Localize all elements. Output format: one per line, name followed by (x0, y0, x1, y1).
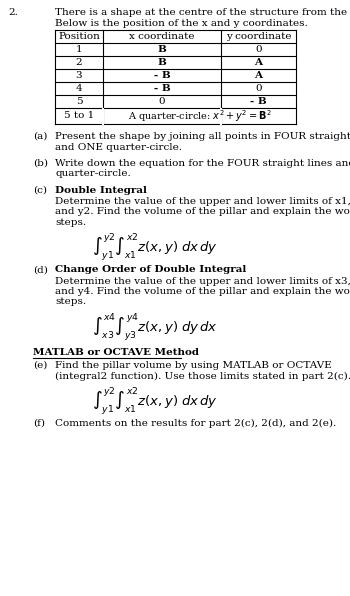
Text: Change Order of Double Integral: Change Order of Double Integral (55, 265, 246, 275)
Text: Double Integral: Double Integral (55, 186, 147, 195)
Text: Write down the equation for the FOUR straight lines and ONE: Write down the equation for the FOUR str… (55, 159, 350, 168)
Text: B: B (158, 45, 167, 54)
Text: Determine the value of the upper and lower limits of x3, x4, y3,: Determine the value of the upper and low… (55, 277, 350, 285)
Text: There is a shape at the centre of the structure from the floor to the roof.: There is a shape at the centre of the st… (55, 8, 350, 17)
Text: 5: 5 (76, 97, 82, 106)
Text: Comments on the results for part 2(c), 2(d), and 2(e).: Comments on the results for part 2(c), 2… (55, 419, 336, 428)
Text: quarter-circle.: quarter-circle. (55, 169, 131, 178)
Text: 2: 2 (76, 58, 82, 67)
Text: A: A (254, 58, 262, 67)
Text: 2.: 2. (8, 8, 18, 17)
Text: and y4. Find the volume of the pillar and explain the working: and y4. Find the volume of the pillar an… (55, 287, 350, 296)
Text: (a): (a) (33, 132, 47, 141)
Text: B: B (158, 58, 167, 67)
Text: and ONE quarter-circle.: and ONE quarter-circle. (55, 142, 182, 151)
Text: (b): (b) (33, 159, 48, 168)
Text: Find the pillar volume by using MATLAB or OCTAVE: Find the pillar volume by using MATLAB o… (55, 361, 332, 370)
Text: (f): (f) (33, 419, 45, 428)
Text: 1: 1 (76, 45, 82, 54)
Text: steps.: steps. (55, 218, 86, 227)
Text: MATLAB or OCTAVE Method: MATLAB or OCTAVE Method (33, 348, 199, 357)
Text: steps.: steps. (55, 297, 86, 306)
Text: 0: 0 (255, 45, 262, 54)
Text: - B: - B (250, 97, 267, 106)
Text: A: A (254, 71, 262, 80)
Text: $\int_{y1}^{y2}\int_{x1}^{x2} z(x, y)\;dx\, dy$: $\int_{y1}^{y2}\int_{x1}^{x2} z(x, y)\;d… (92, 231, 218, 263)
Text: (integral2 function). Use those limits stated in part 2(c).: (integral2 function). Use those limits s… (55, 371, 350, 381)
Text: (d): (d) (33, 265, 48, 275)
Text: 5 to 1: 5 to 1 (64, 111, 94, 120)
Text: 0: 0 (255, 84, 262, 93)
Text: 3: 3 (76, 71, 82, 80)
Text: (e): (e) (33, 361, 47, 370)
Text: and y2. Find the volume of the pillar and explain the working: and y2. Find the volume of the pillar an… (55, 207, 350, 216)
Text: 4: 4 (76, 84, 82, 93)
Text: - B: - B (154, 84, 170, 93)
Text: $\int_{y1}^{y2}\int_{x1}^{x2} z(x, y)\;dx\, dy$: $\int_{y1}^{y2}\int_{x1}^{x2} z(x, y)\;d… (92, 385, 218, 417)
Text: (c): (c) (33, 186, 47, 195)
Text: y coordinate: y coordinate (226, 32, 291, 41)
Text: Determine the value of the upper and lower limits of x1, x2, y1,: Determine the value of the upper and low… (55, 197, 350, 206)
Text: 0: 0 (159, 97, 165, 106)
Text: $\int_{x3}^{x4}\int_{y3}^{y4} z(x, y)\;dy\, dx$: $\int_{x3}^{x4}\int_{y3}^{y4} z(x, y)\;d… (92, 311, 218, 343)
Text: - B: - B (154, 71, 170, 80)
Text: Position: Position (58, 32, 100, 41)
Text: A quarter-circle: $x^2 + y^2 = \mathbf{B}^2$: A quarter-circle: $x^2 + y^2 = \mathbf{B… (128, 108, 271, 124)
Text: Present the shape by joining all points in FOUR straight lines: Present the shape by joining all points … (55, 132, 350, 141)
Text: x coordinate: x coordinate (129, 32, 195, 41)
Text: Below is the position of the x and y coordinates.: Below is the position of the x and y coo… (55, 19, 308, 28)
